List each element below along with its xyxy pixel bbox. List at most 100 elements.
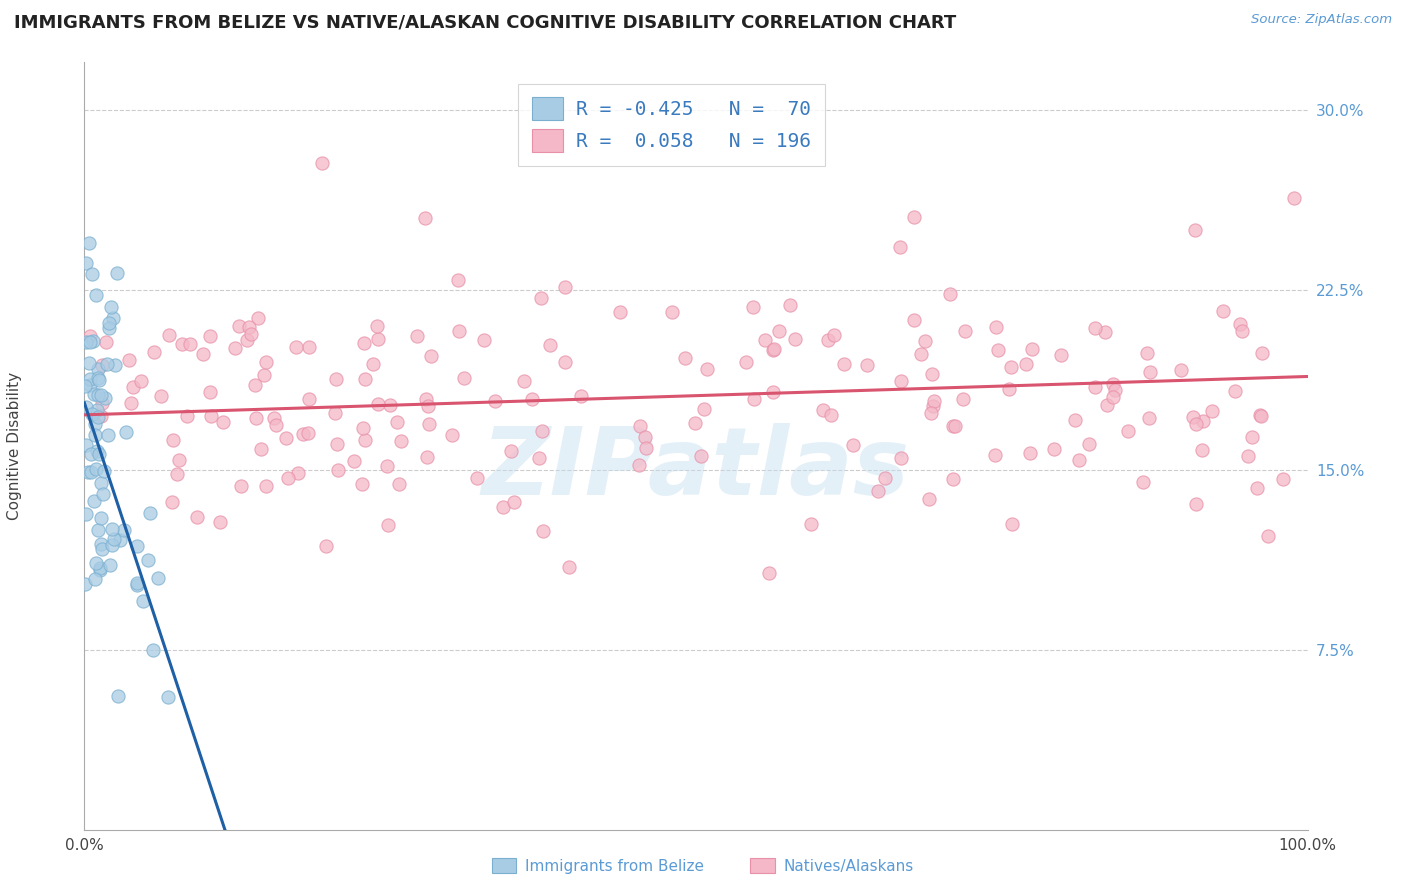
Point: [274, 432, 297, 446]
Point: [1212, 304, 1234, 318]
Point: [75, 255, 97, 269]
Point: [817, 333, 839, 347]
Point: [75, 335, 97, 350]
Point: [513, 374, 536, 388]
Point: [353, 372, 375, 386]
Point: [942, 419, 965, 434]
Point: [1250, 409, 1272, 424]
Point: [235, 334, 257, 348]
Point: [86, 523, 108, 537]
Point: [191, 347, 214, 361]
Point: [172, 337, 194, 351]
Point: [1000, 517, 1022, 532]
Point: [79, 378, 101, 392]
Point: [239, 326, 262, 341]
Point: [179, 337, 201, 351]
Point: [943, 418, 966, 433]
Point: [1185, 497, 1208, 511]
Point: [350, 476, 373, 491]
Point: [1191, 443, 1213, 458]
Point: [1229, 318, 1251, 332]
Point: [75, 507, 97, 521]
Point: [118, 352, 141, 367]
Point: [416, 450, 439, 464]
Point: [609, 305, 631, 319]
Point: [1063, 412, 1085, 426]
Point: [150, 389, 173, 403]
Point: [325, 372, 347, 386]
Point: [83, 572, 105, 586]
Point: [1043, 442, 1066, 456]
Point: [249, 442, 271, 457]
Point: [1240, 430, 1263, 444]
Text: ZIPatlas: ZIPatlas: [482, 423, 910, 515]
Point: [762, 343, 785, 357]
Point: [1132, 475, 1154, 489]
Point: [91, 487, 114, 501]
Point: [122, 380, 145, 394]
Point: [503, 494, 526, 508]
Point: [200, 409, 222, 423]
Point: [413, 211, 436, 225]
Point: [484, 393, 506, 408]
Point: [690, 449, 713, 463]
Point: [83, 387, 105, 401]
Point: [79, 329, 101, 343]
Point: [832, 357, 855, 371]
Point: [157, 327, 180, 342]
Point: [112, 523, 135, 537]
Point: [198, 328, 221, 343]
Point: [920, 406, 942, 420]
Point: [758, 566, 780, 580]
Point: [254, 355, 277, 369]
Point: [253, 368, 276, 383]
Point: [166, 467, 188, 482]
Point: [238, 320, 260, 334]
Point: [245, 378, 267, 392]
Point: [415, 392, 437, 406]
Point: [77, 236, 100, 251]
Point: [84, 288, 107, 302]
Point: [449, 324, 471, 338]
Point: [1018, 446, 1040, 460]
Point: [634, 430, 657, 444]
Point: [96, 335, 118, 350]
Point: [903, 210, 925, 224]
Point: [1104, 383, 1126, 397]
Point: [75, 438, 97, 452]
Point: [90, 409, 112, 424]
Point: [367, 397, 389, 411]
Point: [79, 335, 101, 350]
Point: [554, 355, 576, 369]
Point: [162, 433, 184, 447]
Point: [80, 267, 103, 281]
Point: [385, 416, 408, 430]
Point: [866, 484, 889, 499]
Point: [298, 392, 321, 407]
Point: [890, 451, 912, 466]
Point: [530, 291, 553, 305]
Point: [1284, 191, 1306, 205]
Point: [735, 355, 758, 369]
Point: [120, 395, 142, 409]
Point: [889, 240, 911, 254]
Point: [1191, 414, 1213, 428]
Point: [211, 415, 233, 429]
Point: [93, 464, 115, 478]
Point: [73, 576, 96, 591]
Point: [98, 321, 121, 335]
Point: [245, 410, 267, 425]
Point: [921, 399, 943, 413]
Point: [1084, 380, 1107, 394]
Point: [741, 300, 763, 314]
Point: [1094, 326, 1116, 340]
Point: [1272, 472, 1295, 486]
Point: [744, 392, 766, 406]
Point: [1118, 424, 1140, 438]
Point: [186, 509, 208, 524]
Point: [939, 286, 962, 301]
Point: [297, 341, 319, 355]
Point: [1250, 345, 1272, 359]
Legend: Immigrants from Belize, Natives/Alaskans: Immigrants from Belize, Natives/Alaskans: [485, 852, 921, 880]
Point: [323, 406, 346, 420]
